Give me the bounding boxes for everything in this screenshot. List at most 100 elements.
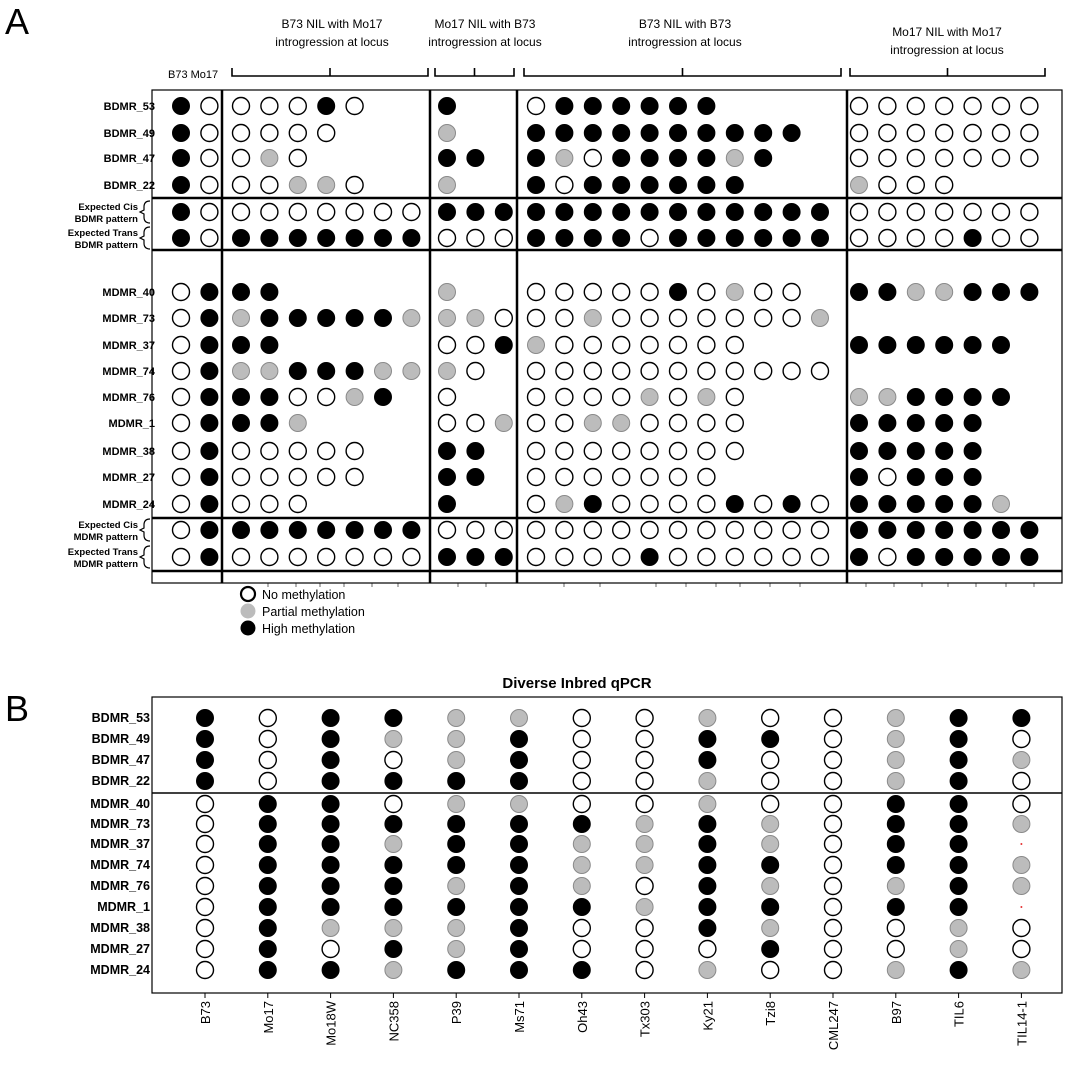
row-label-bdmr_47: BDMR_47 (104, 153, 155, 165)
dot-partial-methylation (438, 283, 456, 301)
inbred-dot-partial-methylation (886, 751, 905, 769)
dot-no-methylation (668, 361, 688, 381)
dot-high-methylation (963, 336, 982, 354)
inbred-dot-high-methylation (384, 877, 403, 895)
inbred-dot-partial-methylation (447, 730, 466, 748)
inbred-dot-no-methylation (1012, 918, 1031, 938)
dot-partial-methylation (583, 309, 602, 327)
dot-partial-methylation (288, 414, 307, 432)
inbred-dot-partial-methylation (384, 730, 403, 748)
inbred-dot-no-methylation (823, 897, 843, 917)
row-label-bdmr_22: BDMR_22 (104, 180, 155, 192)
dot-no-methylation (555, 175, 574, 195)
dot-no-methylation (668, 520, 688, 540)
dot-no-methylation (583, 387, 602, 407)
inbred-dot-high-methylation (949, 856, 968, 874)
dot-no-methylation (526, 520, 546, 540)
inbred-dot-high-methylation (510, 898, 528, 916)
dot-no-methylation (345, 547, 364, 567)
inbred-dot-high-methylation (258, 815, 277, 833)
dot-high-methylation (200, 548, 219, 566)
dot-high-methylation (466, 548, 485, 566)
dot-no-methylation (260, 467, 279, 487)
dot-no-methylation (640, 441, 659, 461)
inbred-dot-no-methylation (635, 939, 654, 959)
dot-no-methylation (612, 361, 631, 381)
inbred-dot-no-methylation (761, 771, 780, 791)
dot-no-methylation (697, 520, 716, 540)
inbred-dot-partial-methylation (886, 772, 905, 790)
dot-no-methylation (906, 96, 925, 116)
inbred-dot-high-methylation (258, 835, 277, 853)
dot-no-methylation (963, 202, 982, 222)
inbred-row-label-mdmr_38: MDMR_38 (90, 921, 150, 935)
dot-no-methylation (725, 387, 744, 407)
dot-no-methylation (668, 308, 688, 328)
dot-no-methylation (231, 175, 251, 195)
inbred-dot-partial-methylation (886, 709, 905, 727)
inbred-dot-no-methylation (321, 939, 340, 959)
inbred-dot-no-methylation (635, 960, 654, 980)
inbred-dot-partial-methylation (321, 919, 340, 937)
dot-high-methylation (640, 124, 659, 142)
inbred-dot-no-methylation (823, 750, 843, 770)
dot-partial-methylation (438, 176, 456, 194)
row-label-bdmr_53: BDMR_53 (104, 101, 155, 113)
inbred-dot-high-methylation (321, 856, 340, 874)
dot-partial-methylation (906, 283, 925, 301)
dot-high-methylation (935, 414, 954, 432)
inbred-dot-partial-methylation (1012, 751, 1031, 769)
dot-no-methylation (260, 175, 279, 195)
inbred-dot-high-methylation (510, 772, 528, 790)
inbred-dot-no-methylation (635, 708, 654, 728)
dot-high-methylation (172, 203, 190, 221)
inbred-dot-partial-methylation (447, 940, 466, 958)
legend-partial-swatch (240, 603, 256, 619)
inbred-column-label: Tx303 (638, 1001, 653, 1037)
dot-no-methylation (583, 148, 602, 168)
dot-high-methylation (374, 388, 392, 406)
dot-no-methylation (810, 547, 830, 567)
inbred-dot-high-methylation (949, 877, 968, 895)
dot-high-methylation (374, 309, 392, 327)
dot-no-methylation (526, 441, 546, 461)
dot-no-methylation (526, 308, 546, 328)
dot-no-methylation (288, 441, 307, 461)
dot-no-methylation (640, 413, 659, 433)
dot-high-methylation (963, 468, 982, 486)
dot-no-methylation (668, 335, 688, 355)
dot-high-methylation (583, 203, 602, 221)
dot-high-methylation (878, 283, 897, 301)
dot-high-methylation (527, 124, 545, 142)
dot-high-methylation (906, 414, 925, 432)
dot-no-methylation (935, 175, 954, 195)
group-header-1-line-2: introgression at locus (275, 35, 388, 49)
dot-no-methylation (1020, 96, 1039, 116)
inbred-dot-high-methylation (761, 730, 780, 748)
dot-no-methylation (171, 387, 191, 407)
group-bracket-1 (231, 68, 429, 77)
inbred-dot-high-methylation (761, 940, 780, 958)
dot-high-methylation (754, 203, 773, 221)
dot-no-methylation (555, 282, 574, 302)
dot-no-methylation (555, 413, 574, 433)
inbred-column-label: Mo17 (261, 1001, 276, 1034)
dot-high-methylation (260, 388, 279, 406)
dot-no-methylation (345, 96, 364, 116)
dot-no-methylation (200, 175, 219, 195)
dot-no-methylation (668, 441, 688, 461)
dot-high-methylation (172, 149, 190, 167)
legend-none-label: No methylation (262, 588, 345, 602)
dot-high-methylation (906, 548, 925, 566)
inbred-dot-no-methylation (761, 750, 780, 770)
inbred-dot-partial-methylation (698, 961, 717, 979)
inbred-dot-high-methylation (258, 795, 277, 813)
legend-partial-label: Partial methylation (262, 605, 365, 619)
dot-no-methylation (935, 202, 954, 222)
dot-no-methylation (466, 520, 485, 540)
inbred-dot-no-methylation (635, 771, 654, 791)
dot-no-methylation (612, 520, 631, 540)
dot-no-methylation (754, 547, 773, 567)
dot-no-methylation (583, 361, 602, 381)
inbred-row-label-mdmr_37: MDMR_37 (90, 837, 150, 851)
